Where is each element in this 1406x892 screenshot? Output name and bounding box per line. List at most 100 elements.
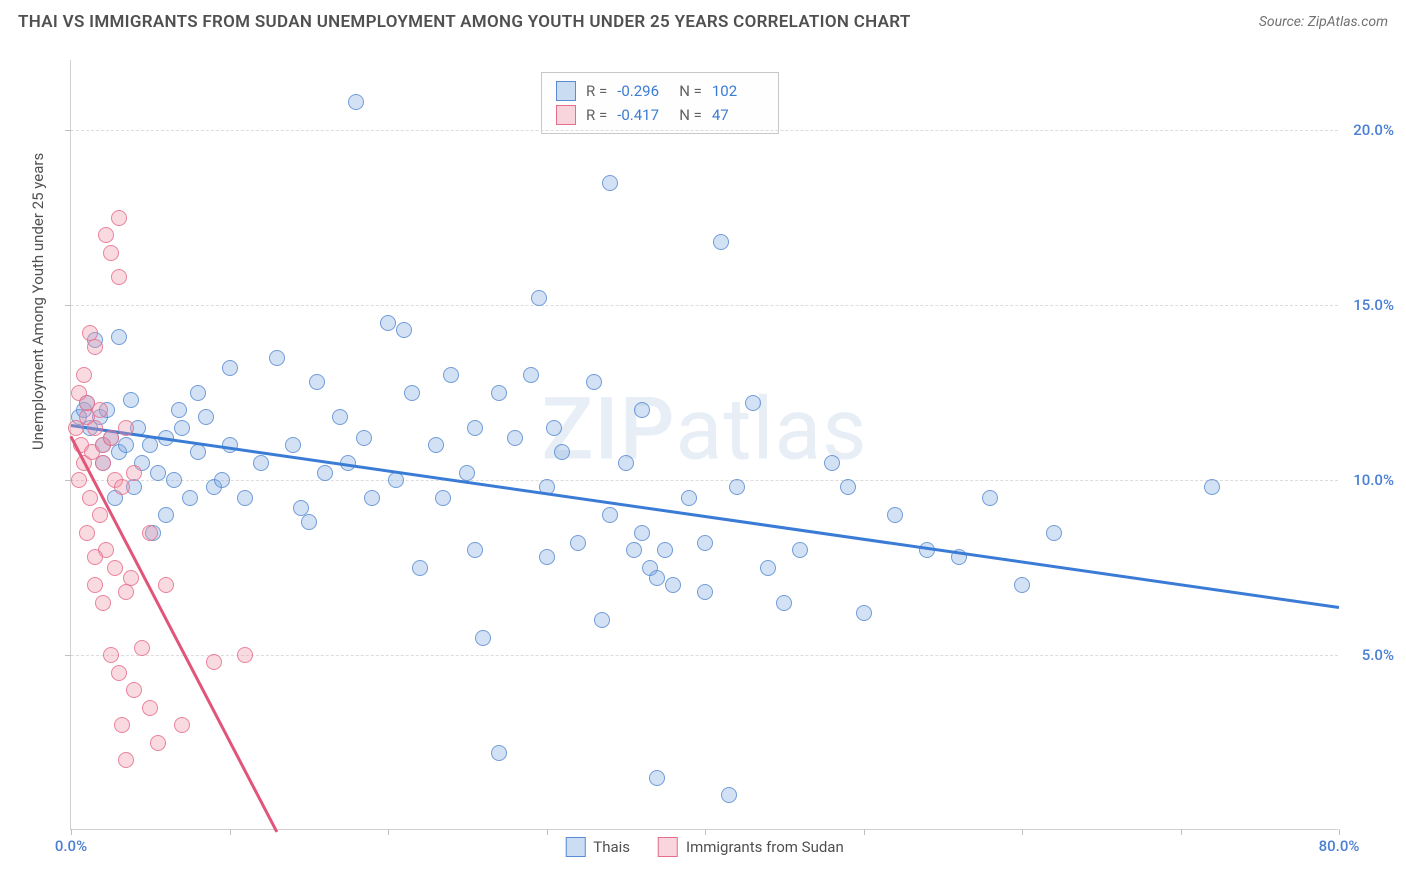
data-point [1204, 479, 1220, 495]
data-point [111, 210, 127, 226]
data-point [222, 360, 238, 376]
data-point [531, 290, 547, 306]
data-point [364, 490, 380, 506]
data-point [87, 420, 103, 436]
data-point [1014, 577, 1030, 593]
stat-r-label: R = [586, 106, 607, 124]
data-point [657, 542, 673, 558]
stat-n-value: 47 [712, 106, 764, 124]
data-point [602, 507, 618, 523]
data-point [317, 465, 333, 481]
stats-legend: R = -0.296 N = 102 R = -0.417 N = 47 [541, 72, 779, 134]
data-point [491, 385, 507, 401]
data-point [107, 560, 123, 576]
chart-title: THAI VS IMMIGRANTS FROM SUDAN UNEMPLOYME… [18, 12, 911, 32]
data-point [1046, 525, 1062, 541]
data-point [123, 392, 139, 408]
swatch-icon [565, 837, 585, 857]
data-point [388, 472, 404, 488]
watermark: ZIPatlas [541, 379, 867, 480]
data-point [586, 374, 602, 390]
data-point [475, 630, 491, 646]
gridline [71, 655, 1338, 656]
data-point [745, 395, 761, 411]
data-point [87, 339, 103, 355]
data-point [665, 577, 681, 593]
data-point [840, 479, 856, 495]
data-point [507, 430, 523, 446]
data-point [134, 640, 150, 656]
data-point [293, 500, 309, 516]
stat-r-value: -0.417 [617, 106, 669, 124]
data-point [111, 329, 127, 345]
data-point [594, 612, 610, 628]
stat-n-value: 102 [712, 82, 764, 100]
data-point [713, 234, 729, 250]
data-point [103, 245, 119, 261]
data-point [697, 584, 713, 600]
swatch-icon [556, 81, 576, 101]
data-point [467, 420, 483, 436]
data-point [174, 420, 190, 436]
data-point [546, 420, 562, 436]
data-point [118, 584, 134, 600]
data-point [76, 367, 92, 383]
data-point [435, 490, 451, 506]
data-point [237, 490, 253, 506]
data-point [634, 525, 650, 541]
data-point [467, 542, 483, 558]
data-point [190, 385, 206, 401]
data-point [142, 437, 158, 453]
data-point [356, 430, 372, 446]
data-point [634, 402, 650, 418]
data-point [111, 665, 127, 681]
x-tick-label: 80.0% [1319, 837, 1360, 855]
y-axis-label: Unemployment Among Youth under 25 years [29, 153, 47, 450]
data-point [301, 514, 317, 530]
data-point [570, 535, 586, 551]
data-point [459, 465, 475, 481]
stat-r-label: R = [586, 82, 607, 100]
data-point [554, 444, 570, 460]
data-point [539, 549, 555, 565]
data-point [412, 560, 428, 576]
bottom-legend: Thais Immigrants from Sudan [565, 837, 844, 857]
header: THAI VS IMMIGRANTS FROM SUDAN UNEMPLOYME… [0, 0, 1406, 40]
data-point [776, 595, 792, 611]
data-point [491, 745, 507, 761]
data-point [285, 437, 301, 453]
y-tick-label: 15.0% [1353, 296, 1394, 314]
y-tick-label: 20.0% [1353, 121, 1394, 139]
data-point [602, 175, 618, 191]
data-point [118, 437, 134, 453]
data-point [760, 560, 776, 576]
data-point [649, 570, 665, 586]
data-point [126, 465, 142, 481]
data-point [182, 490, 198, 506]
data-point [887, 507, 903, 523]
data-point [198, 409, 214, 425]
data-point [111, 269, 127, 285]
data-point [174, 717, 190, 733]
data-point [856, 605, 872, 621]
stat-n-label: N = [679, 106, 702, 124]
stat-r-value: -0.296 [617, 82, 669, 100]
data-point [95, 455, 111, 471]
data-point [649, 770, 665, 786]
legend-label: Thais [593, 838, 630, 856]
data-point [792, 542, 808, 558]
data-point [396, 322, 412, 338]
data-point [443, 367, 459, 383]
data-point [428, 437, 444, 453]
trend-line [71, 424, 1339, 608]
data-point [982, 490, 998, 506]
data-point [114, 479, 130, 495]
data-point [150, 735, 166, 751]
data-point [729, 479, 745, 495]
data-point [158, 507, 174, 523]
data-point [214, 472, 230, 488]
legend-item-thais: Thais [565, 837, 630, 857]
data-point [824, 455, 840, 471]
source-label: Source: ZipAtlas.com [1259, 14, 1388, 30]
data-point [626, 542, 642, 558]
